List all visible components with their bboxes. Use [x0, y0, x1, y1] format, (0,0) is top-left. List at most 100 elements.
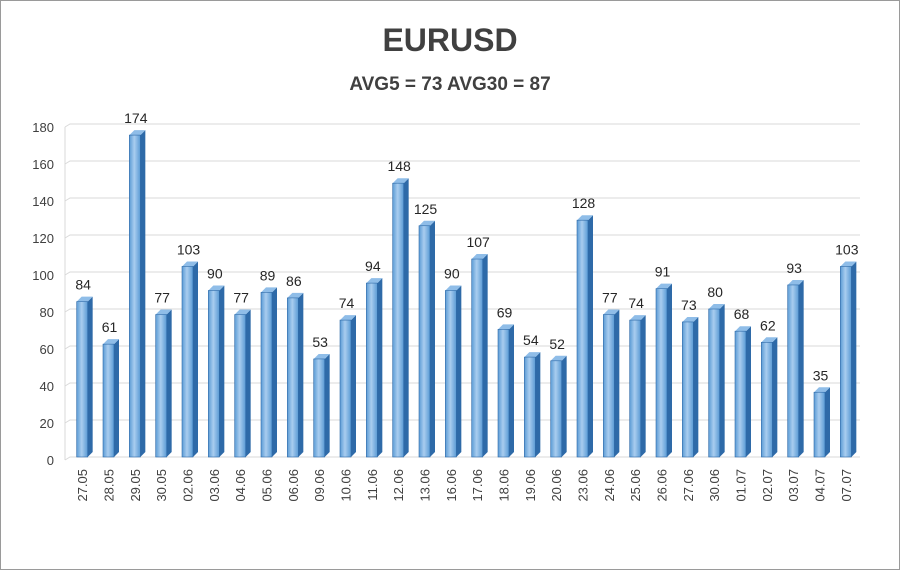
bar-front: [234, 314, 246, 458]
data-label: 93: [786, 260, 802, 276]
chart-subtitle: AVG5 = 73 AVG30 = 87: [349, 74, 551, 95]
bar-side: [798, 279, 804, 457]
bar-front: [708, 308, 720, 458]
bar: [445, 285, 462, 458]
data-label: 90: [207, 266, 223, 282]
bar: [287, 292, 304, 458]
bar: [102, 339, 119, 458]
bar: [76, 296, 93, 458]
gridline: [64, 123, 860, 128]
bar-front: [102, 343, 115, 458]
bar-top: [155, 309, 172, 315]
data-label: 35: [813, 367, 829, 383]
gridline: [64, 345, 860, 350]
bar: [708, 304, 725, 458]
bar-front: [603, 314, 615, 458]
x-tick-label: 18.06: [497, 469, 512, 502]
y-tick-label: 80: [40, 305, 54, 320]
bar-top: [76, 296, 93, 302]
gridline: [64, 419, 860, 424]
bar-top: [498, 324, 514, 330]
bar-side: [166, 309, 172, 457]
data-label: 69: [497, 304, 513, 320]
gridline: [64, 271, 860, 276]
x-tick-label: 01.07: [734, 469, 749, 502]
bar-front: [155, 314, 167, 458]
data-label: 77: [154, 290, 170, 306]
y-tick-label: 180: [32, 120, 54, 135]
bar-side: [772, 337, 778, 457]
bar-top: [366, 278, 383, 284]
bar: [497, 324, 514, 458]
bar-top: [261, 287, 277, 293]
y-tick-label: 120: [32, 231, 54, 246]
bar-top: [629, 315, 646, 321]
x-tick-label: 28.05: [102, 469, 117, 502]
bar-side: [640, 315, 646, 457]
gridline: [64, 197, 860, 202]
bar: [366, 278, 383, 458]
gridline: [64, 160, 860, 165]
bar: [418, 220, 435, 458]
data-label: 68: [734, 306, 750, 322]
x-axis-ticks: 27.05 28.05 29.05 30.05 02.06 03.06 04.06 05.06…: [75, 469, 854, 502]
data-label: 53: [312, 334, 328, 350]
data-label: 107: [466, 234, 490, 250]
x-tick-label: 30.06: [707, 469, 722, 502]
bar: [392, 178, 409, 458]
y-tick-label: 20: [40, 416, 54, 431]
chart-title: EURUSD: [382, 22, 518, 58]
x-tick-label: 25.06: [628, 469, 643, 502]
bar: [603, 309, 620, 458]
bar-side: [272, 287, 277, 457]
x-tick-label: 13.06: [418, 469, 433, 502]
data-label: 148: [387, 158, 411, 174]
bar: [471, 254, 488, 458]
data-label: 174: [124, 110, 148, 126]
bar: [682, 316, 699, 458]
data-label: 86: [286, 273, 302, 289]
bar-front: [813, 391, 826, 458]
bars: [76, 130, 857, 458]
bar: [655, 283, 672, 458]
bar-side: [746, 326, 751, 457]
x-tick-label: 20.06: [549, 469, 564, 502]
bar-top: [471, 254, 488, 260]
data-label: 84: [75, 277, 91, 293]
bar-top: [129, 130, 146, 136]
bar-top: [550, 355, 567, 361]
bar-front: [445, 290, 457, 458]
bar: [629, 315, 646, 458]
bar: [734, 326, 751, 458]
x-tick-label: 02.06: [181, 469, 196, 502]
x-tick-label: 05.06: [260, 469, 275, 502]
bar-side: [351, 315, 356, 457]
bar-side: [456, 285, 462, 457]
bar-side: [193, 261, 198, 457]
x-tick-label: 07.07: [839, 469, 854, 502]
bar-front: [840, 266, 852, 458]
x-tick-label: 04.07: [813, 469, 828, 502]
bar-front: [76, 301, 88, 458]
bar-front: [682, 321, 694, 458]
bar-side: [719, 304, 725, 457]
bar-front: [655, 288, 668, 458]
bar-top: [682, 316, 699, 322]
bar: [524, 352, 541, 458]
bar-front: [181, 266, 194, 458]
bar-front: [418, 225, 431, 458]
x-tick-label: 27.06: [681, 469, 696, 502]
x-tick-label: 11.06: [365, 469, 380, 501]
data-label: 61: [102, 319, 118, 335]
x-tick-label: 27.05: [75, 469, 90, 502]
bar-side: [430, 220, 435, 457]
data-label: 91: [655, 264, 671, 280]
bar-front: [313, 358, 325, 458]
y-tick-label: 0: [47, 453, 54, 468]
bar-top: [287, 292, 304, 298]
bar: [339, 315, 356, 458]
bar-top: [182, 261, 198, 267]
bar: [155, 309, 172, 458]
data-label: 80: [707, 284, 723, 300]
